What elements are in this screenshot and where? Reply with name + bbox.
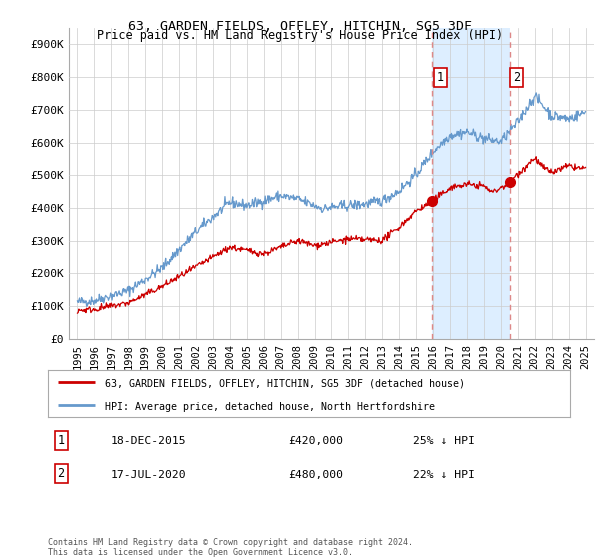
Text: Contains HM Land Registry data © Crown copyright and database right 2024.
This d: Contains HM Land Registry data © Crown c… — [48, 538, 413, 557]
Text: 18-DEC-2015: 18-DEC-2015 — [110, 436, 186, 446]
Text: 2: 2 — [514, 71, 521, 83]
Text: 1: 1 — [58, 434, 65, 447]
Text: 2: 2 — [58, 468, 65, 480]
Text: £420,000: £420,000 — [288, 436, 343, 446]
Text: 25% ↓ HPI: 25% ↓ HPI — [413, 436, 475, 446]
Text: HPI: Average price, detached house, North Hertfordshire: HPI: Average price, detached house, Nort… — [106, 402, 436, 412]
Text: 22% ↓ HPI: 22% ↓ HPI — [413, 470, 475, 480]
Text: Price paid vs. HM Land Registry's House Price Index (HPI): Price paid vs. HM Land Registry's House … — [97, 29, 503, 42]
Text: 1: 1 — [436, 71, 443, 83]
Text: 63, GARDEN FIELDS, OFFLEY, HITCHIN, SG5 3DF: 63, GARDEN FIELDS, OFFLEY, HITCHIN, SG5 … — [128, 20, 472, 32]
Text: £480,000: £480,000 — [288, 470, 343, 480]
Text: 63, GARDEN FIELDS, OFFLEY, HITCHIN, SG5 3DF (detached house): 63, GARDEN FIELDS, OFFLEY, HITCHIN, SG5 … — [106, 379, 466, 389]
Bar — [433, 28, 510, 339]
Text: 17-JUL-2020: 17-JUL-2020 — [110, 470, 186, 480]
